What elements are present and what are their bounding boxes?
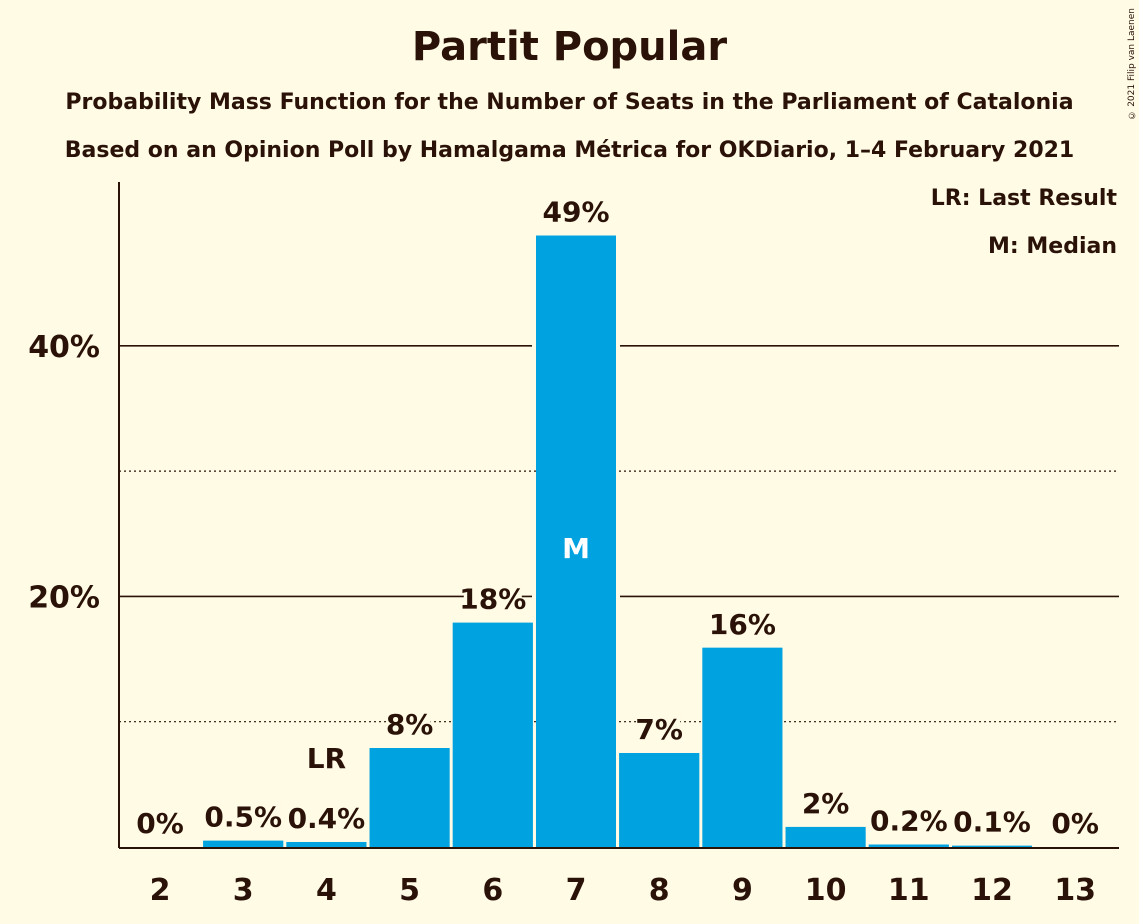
value-label: 18% <box>459 583 526 616</box>
chart-subtitle-source: Based on an Opinion Poll by Hamalgama Mé… <box>64 138 1075 163</box>
x-tick-label: 13 <box>1054 873 1096 908</box>
value-label: 7% <box>635 713 683 746</box>
y-tick-label: 20% <box>28 580 100 615</box>
bar-overlay <box>952 845 1032 847</box>
x-tick-label: 4 <box>316 873 337 908</box>
value-label-background <box>547 193 605 228</box>
value-label-background <box>955 803 1029 838</box>
gridline-gap <box>532 594 536 599</box>
x-tick-label: 6 <box>482 873 503 908</box>
x-tick-label: 10 <box>805 873 847 908</box>
bar-overlay <box>452 622 533 847</box>
value-label: 0% <box>1051 807 1099 840</box>
legend-median: M: Median <box>988 234 1117 259</box>
bar-overlay <box>785 826 866 847</box>
x-tick-label: 12 <box>971 873 1013 908</box>
value-label-background <box>289 799 364 834</box>
value-label: 0.1% <box>953 806 1031 839</box>
last-result-marker: LR <box>307 742 346 775</box>
value-label: 16% <box>709 608 776 641</box>
value-label-background <box>388 706 431 741</box>
value-label: 0.2% <box>870 804 948 837</box>
y-tick-label: 40% <box>28 330 100 365</box>
value-label: 0.4% <box>288 802 366 835</box>
bar-overlay <box>702 647 783 847</box>
chart-subtitle: Probability Mass Function for the Number… <box>65 90 1074 115</box>
value-label-background <box>871 802 946 837</box>
bar-overlay <box>536 235 616 847</box>
value-label-background <box>804 784 847 819</box>
bar-overlay <box>286 841 367 847</box>
chart-title: Partit Popular <box>411 24 728 70</box>
value-label-background <box>463 580 522 615</box>
value-label-background <box>139 805 181 839</box>
value-label: 8% <box>386 708 434 741</box>
x-tick-label: 9 <box>732 873 753 908</box>
value-label: 49% <box>542 196 609 229</box>
value-label-background <box>713 605 772 640</box>
x-tick-label: 11 <box>888 873 930 908</box>
x-tick-label: 3 <box>233 873 254 908</box>
x-tick-label: 5 <box>399 873 420 908</box>
gridline-gap <box>616 343 620 348</box>
x-tick-label: 7 <box>566 873 587 908</box>
bar-overlay <box>619 753 700 847</box>
x-tick-label: 2 <box>150 873 171 908</box>
value-label-background <box>638 711 681 746</box>
x-tick-label: 8 <box>649 873 670 908</box>
legend-last-result: LR: Last Result <box>930 186 1117 211</box>
value-label-background <box>206 798 281 833</box>
value-label: 2% <box>802 787 850 820</box>
gridline-gap <box>616 594 620 599</box>
bar-overlay <box>203 840 284 847</box>
gridline-gap <box>532 343 536 348</box>
value-label: 0% <box>136 807 184 840</box>
value-label: 0.5% <box>204 801 282 834</box>
median-marker: M <box>562 532 590 565</box>
bar-overlay <box>868 844 949 847</box>
bar-overlay <box>369 748 450 847</box>
value-label-background <box>1054 805 1097 839</box>
